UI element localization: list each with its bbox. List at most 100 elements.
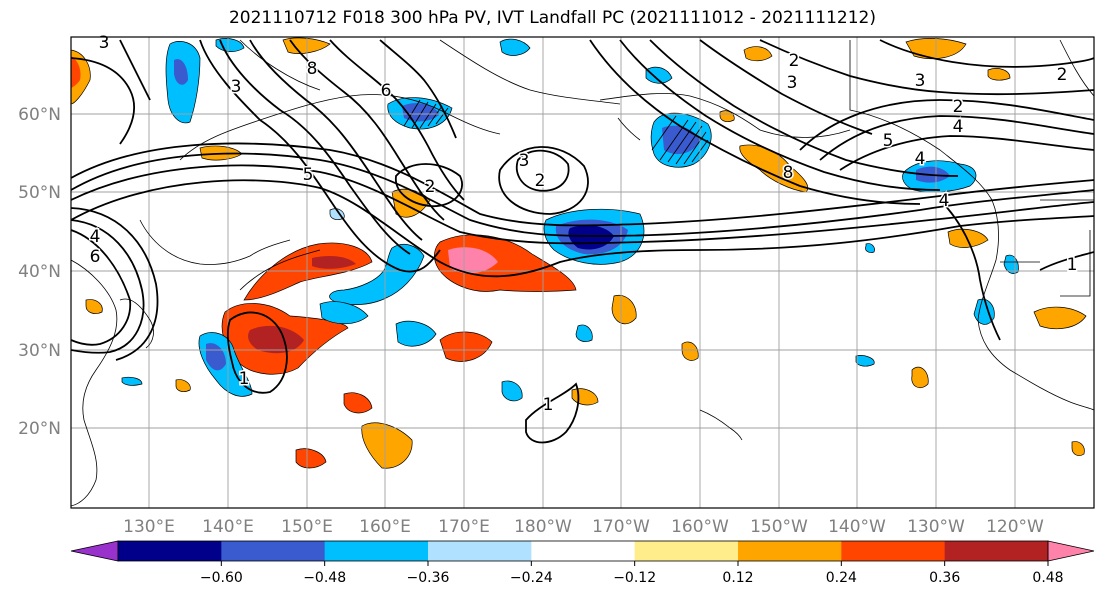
fill-positive (312, 256, 356, 269)
fill-negative (855, 355, 875, 367)
fill-negative (645, 66, 673, 84)
fill-negative (402, 103, 440, 122)
fill-positive (611, 294, 637, 325)
fill-positive (1033, 306, 1087, 330)
colorbar-outline (117, 540, 1049, 562)
lon-tick-label: 170°W (592, 517, 650, 537)
lon-tick-label: 130°E (123, 517, 175, 537)
colorbar-tick-label: 0.48 (1032, 570, 1063, 586)
fill-negative (121, 376, 143, 386)
contour-label: 4 (939, 191, 950, 211)
colorbar-bin (841, 541, 946, 561)
colorbar-tick-label: −0.12 (613, 570, 656, 586)
colorbar-bin (118, 541, 222, 561)
colorbar-tick-label: −0.24 (510, 570, 553, 586)
contour-label: 4 (915, 149, 926, 169)
colorbar-bin (944, 541, 1049, 561)
colorbar-bin (531, 541, 636, 561)
contour-label: 3 (915, 71, 926, 91)
contour-label: 2 (789, 51, 800, 71)
graticule (71, 37, 1094, 508)
contour-label: 1 (543, 395, 554, 415)
pv-contours (71, 39, 1094, 444)
colorbar-tick-label: −0.36 (407, 570, 450, 586)
fill-negative (501, 380, 523, 402)
colorbar-bin (324, 541, 429, 561)
lat-tick-label: 50°N (18, 183, 61, 203)
fill-positive (282, 37, 331, 54)
colorbar-bin (738, 541, 842, 561)
contour-label: 2 (535, 171, 546, 191)
fill-positive (987, 68, 1011, 81)
fill-negative (499, 38, 531, 56)
longitude-labels: 130°E 140°E 150°E 160°E 170°E 180°W 170°W 160°W… (123, 517, 1044, 537)
colorbar-bin (428, 541, 532, 561)
chart-title: 2021110712 F018 300 hPa PV, IVT Landfall… (228, 8, 876, 28)
fill-positive (448, 247, 498, 274)
map-frame (70, 36, 1095, 509)
contour-label: 3 (231, 77, 242, 97)
colorbar-tick-label: −0.60 (200, 570, 243, 586)
colorbar-tick-label: −0.48 (303, 570, 346, 586)
fill-positive (743, 46, 773, 62)
fill-positive (1071, 441, 1085, 456)
lon-tick-label: 180°W (514, 517, 572, 537)
contour-label: 5 (303, 165, 314, 185)
lon-tick-label: 140°W (828, 517, 886, 537)
contour-label: 2 (425, 177, 436, 197)
contour-label: 8 (307, 59, 318, 79)
lat-tick-label: 20°N (18, 419, 61, 439)
fill-positive (911, 366, 929, 388)
fill-positive (719, 110, 735, 122)
fill-negative (319, 301, 369, 325)
contour-label: 6 (90, 247, 101, 267)
lat-tick-label: 40°N (18, 262, 61, 282)
contour-label: 1 (239, 369, 250, 389)
fill-positive (439, 331, 493, 362)
colorbar-bin (634, 541, 739, 561)
lat-tick-label: 30°N (18, 341, 61, 361)
colorbar-tick-label: 0.36 (929, 570, 960, 586)
lon-tick-label: 120°W (986, 517, 1044, 537)
coastlines (71, 39, 1094, 507)
colorbar-extend-high (1047, 540, 1095, 562)
fill-positive (343, 392, 373, 414)
fill-negative (174, 59, 188, 85)
colorbar-extend-low (70, 540, 119, 562)
lon-tick-label: 130°W (907, 517, 965, 537)
lon-tick-label: 140°E (202, 517, 254, 537)
lon-tick-label: 150°E (281, 517, 333, 537)
fill-positive (295, 448, 327, 469)
fill-positive (248, 325, 304, 354)
contour-label: 8 (783, 163, 794, 183)
lat-tick-label: 60°N (18, 105, 61, 125)
fill-positive (681, 341, 699, 361)
lon-tick-label: 150°W (750, 517, 808, 537)
fill-negative (973, 298, 995, 325)
lon-tick-label: 170°E (438, 517, 490, 537)
colorbar-tick-label: 0.12 (722, 570, 753, 586)
latitude-labels: 60°N 50°N 40°N 30°N 20°N (18, 105, 61, 439)
contour-label: 1 (1067, 255, 1078, 275)
lon-tick-label: 160°E (359, 517, 411, 537)
fill-negative (575, 324, 593, 342)
contour-label: 3 (519, 151, 530, 171)
contour-label: 2 (1057, 65, 1068, 85)
colorbar-bin (221, 541, 326, 561)
fill-positive (361, 422, 413, 469)
contour-label: 3 (787, 73, 798, 93)
fill-positive (85, 299, 103, 314)
fill-negative (865, 243, 875, 253)
lon-tick-label: 160°W (671, 517, 729, 537)
contour-label: 2 (953, 97, 964, 117)
colorbar-tick-label: 0.24 (826, 570, 857, 586)
fill-positive (175, 379, 191, 392)
contour-label: 5 (883, 131, 894, 151)
fill-negative (395, 320, 437, 347)
fill-positive (71, 56, 81, 88)
contour-label: 6 (381, 81, 392, 101)
contour-label: 4 (953, 117, 964, 137)
